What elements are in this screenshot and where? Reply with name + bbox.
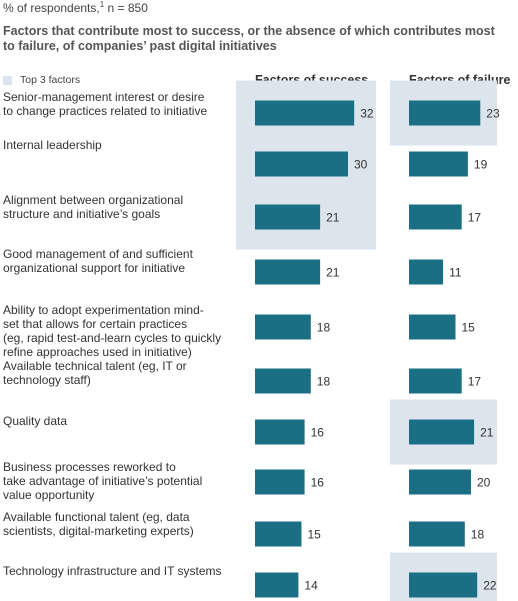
- value-label-failure-4: 15: [462, 321, 476, 335]
- category-label-line: Quality data: [3, 414, 68, 428]
- category-label-line: Senior-management interest or desire: [3, 90, 205, 104]
- bar-failure-4: [409, 314, 456, 340]
- legend-label: Top 3 factors: [20, 74, 81, 86]
- bar-failure-0: [409, 100, 481, 126]
- bar-failure-2: [409, 204, 462, 230]
- value-label-success-3: 21: [326, 266, 340, 280]
- bar-failure-7: [409, 469, 471, 495]
- category-label-line: technology staff): [3, 373, 91, 387]
- category-label-line: Internal leadership: [3, 138, 102, 152]
- bar-success-6: [255, 419, 305, 445]
- category-label: Good management of and sufficient organiz…: [3, 247, 225, 275]
- category-label-line: Ability to adopt experimentation mind-: [3, 303, 204, 317]
- category-label: Alignment between organizational structur…: [3, 193, 225, 221]
- category-label-line: refine approaches used in initiative): [3, 345, 192, 359]
- category-label-line: Available technical talent (eg, IT or: [3, 359, 187, 373]
- category-label-line: structure and initiative’s goals: [3, 207, 161, 221]
- value-label-success-4: 18: [317, 321, 331, 335]
- value-label-success-6: 16: [311, 426, 325, 440]
- value-label-failure-0: 23: [486, 107, 500, 121]
- bar-success-4: [255, 314, 311, 340]
- category-label-line: scientists, digital-marketing experts): [3, 524, 194, 538]
- value-label-failure-8: 18: [471, 528, 485, 542]
- bar-success-0: [255, 100, 355, 126]
- category-label: Technology infrastructure and IT systems: [3, 564, 225, 578]
- bar-failure-1: [409, 151, 468, 177]
- category-label: Business processes reworked to take advan…: [3, 460, 225, 502]
- category-label: Quality data: [3, 414, 225, 428]
- value-label-failure-1: 19: [474, 158, 488, 172]
- bar-success-2: [255, 204, 321, 230]
- category-label-line: take advantage of initiative’s potential: [3, 474, 203, 488]
- category-label-line: organizational support for initiative: [3, 261, 186, 275]
- bar-failure-9: [409, 572, 478, 598]
- value-label-success-1: 30: [354, 158, 368, 172]
- bar-success-8: [255, 521, 302, 547]
- value-label-failure-5: 17: [468, 375, 482, 389]
- category-label: Available technical talent (eg, IT or tec…: [3, 359, 225, 387]
- bar-success-9: [255, 572, 299, 598]
- value-label-failure-9: 22: [483, 579, 497, 593]
- category-label: Ability to adopt experimentation mind-se…: [3, 303, 225, 359]
- value-label-success-9: 14: [304, 579, 318, 593]
- bar-success-5: [255, 368, 311, 394]
- legend-swatch: [3, 75, 12, 85]
- bar-failure-8: [409, 521, 465, 547]
- category-label: Internal leadership: [3, 138, 225, 152]
- value-label-failure-2: 17: [468, 211, 482, 225]
- category-label-line: Alignment between organizational: [3, 193, 184, 207]
- bar-failure-6: [409, 419, 475, 445]
- category-label-line: value opportunity: [3, 488, 95, 502]
- category-label-line: (eg, rapid test-and-learn cycles to quic…: [3, 331, 222, 345]
- category-label-line: Available functional talent (eg, data: [3, 510, 190, 524]
- category-label: Senior-management interest or desire to c…: [3, 90, 225, 118]
- value-label-success-0: 32: [360, 107, 374, 121]
- value-label-failure-3: 11: [449, 266, 462, 280]
- bar-failure-3: [409, 259, 444, 285]
- category-label-line: to change practices related to initiativ…: [3, 104, 208, 118]
- legend: Top 3 factors: [3, 74, 80, 86]
- respondents-note: % of respondents,1 n = 850: [3, 0, 148, 15]
- value-label-success-5: 18: [317, 375, 331, 389]
- category-label-line: Technology infrastructure and IT systems: [3, 564, 222, 578]
- category-label-line: Good management of and sufficient: [3, 247, 193, 261]
- category-label-line: set that allows for certain practices: [3, 317, 188, 331]
- bar-success-1: [255, 151, 348, 177]
- bar-success-7: [255, 469, 305, 495]
- bar-failure-5: [409, 368, 462, 394]
- bar-success-3: [255, 259, 321, 285]
- category-label-line: Business processes reworked to: [3, 460, 176, 474]
- category-label: Available functional talent (eg, data sci…: [3, 510, 225, 538]
- value-label-success-2: 21: [326, 211, 340, 225]
- value-label-failure-7: 20: [477, 476, 491, 490]
- value-label-failure-6: 21: [480, 426, 494, 440]
- chart-title: Factors that contribute most to success,…: [3, 24, 495, 53]
- value-label-success-8: 15: [308, 528, 322, 542]
- value-label-success-7: 16: [311, 476, 325, 490]
